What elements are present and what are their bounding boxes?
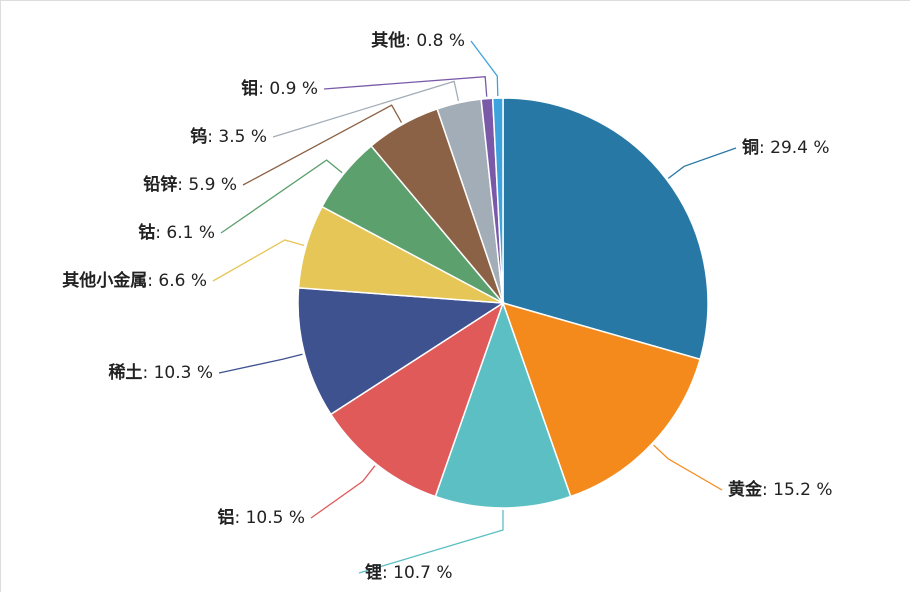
- data-label: 其他: 0.8 %: [371, 30, 465, 51]
- leader-line: [220, 159, 343, 234]
- leader-line: [212, 239, 305, 282]
- pie-slice: [329, 301, 505, 498]
- category-name: 钴: [138, 222, 155, 243]
- pie-slice: [297, 287, 506, 416]
- leader-line: [323, 76, 488, 97]
- value-label: 0.8 %: [416, 31, 465, 51]
- category-name: 铜: [742, 137, 759, 158]
- separator: :: [207, 127, 218, 147]
- leader-line: [218, 353, 303, 374]
- separator: :: [258, 79, 269, 99]
- pie-slice: [491, 97, 504, 304]
- separator: :: [762, 480, 773, 500]
- category-name: 黄金: [728, 479, 763, 500]
- data-label: 其他小金属: 6.6 %: [62, 270, 207, 291]
- leader-line: [470, 40, 499, 97]
- category-name: 其他小金属: [62, 270, 147, 291]
- leader-line: [653, 444, 723, 491]
- data-label: 钨: 3.5 %: [190, 126, 267, 147]
- category-name: 钼: [241, 78, 258, 99]
- separator: :: [142, 363, 153, 383]
- value-label: 0.9 %: [269, 79, 318, 99]
- pie-slice: [501, 301, 702, 498]
- category-name: 铝: [217, 507, 234, 528]
- category-name: 铅锌: [143, 174, 177, 195]
- leader-line: [310, 465, 376, 519]
- category-name: 钨: [190, 126, 207, 147]
- data-label: 锂: 10.7 %: [365, 562, 453, 583]
- separator: :: [382, 563, 393, 583]
- category-name: 锂: [365, 562, 382, 583]
- value-label: 29.4 %: [770, 138, 829, 158]
- data-label: 钴: 6.1 %: [138, 222, 215, 243]
- leader-line: [667, 147, 737, 179]
- separator: :: [147, 271, 158, 291]
- separator: :: [759, 138, 770, 158]
- data-label: 铅锌: 5.9 %: [143, 174, 237, 195]
- value-label: 3.5 %: [218, 127, 267, 147]
- category-name: 稀土: [108, 362, 142, 383]
- leader-line: [272, 80, 460, 138]
- separator: :: [405, 31, 416, 51]
- data-label: 黄金: 15.2 %: [728, 479, 833, 500]
- value-label: 6.6 %: [158, 271, 207, 291]
- pie-slice: [502, 97, 709, 361]
- value-label: 6.1 %: [166, 223, 215, 243]
- value-label: 10.5 %: [246, 508, 305, 528]
- separator: :: [155, 223, 166, 243]
- separator: :: [234, 508, 245, 528]
- data-label: 钼: 0.9 %: [241, 78, 318, 99]
- data-label: 铜: 29.4 %: [742, 137, 830, 158]
- data-label: 铝: 10.5 %: [217, 507, 305, 528]
- leader-line: [358, 510, 504, 574]
- category-name: 其他: [371, 30, 405, 51]
- pie-slice: [434, 300, 572, 509]
- value-label: 10.3 %: [154, 363, 213, 383]
- value-label: 15.2 %: [773, 480, 832, 500]
- value-label: 5.9 %: [188, 175, 237, 195]
- leader-line: [242, 104, 403, 186]
- separator: :: [177, 175, 188, 195]
- value-label: 10.7 %: [393, 563, 452, 583]
- data-label: 稀土: 10.3 %: [108, 362, 213, 383]
